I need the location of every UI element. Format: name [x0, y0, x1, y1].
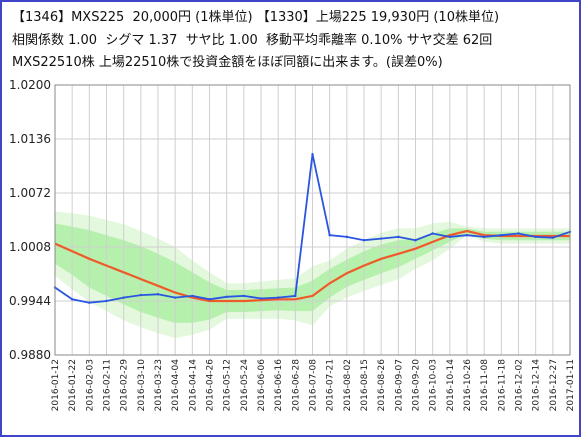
x-tick-label: 2016-09-07	[394, 359, 404, 411]
ratio-point	[379, 237, 383, 240]
ratio-point	[225, 295, 228, 298]
ratio-point	[362, 239, 366, 242]
x-tick-label: 2016-12-14	[532, 359, 542, 412]
x-tick-label: 2016-06-06	[257, 359, 267, 412]
x-tick-label: 2016-03-23	[154, 359, 164, 411]
x-tick-label: 2016-12-02	[515, 359, 525, 411]
y-tick-label: 1.0136	[9, 132, 51, 146]
x-tick-label: 2016-02-11	[103, 359, 113, 411]
x-tick-label: 2016-01-12	[51, 359, 61, 411]
ratio-point	[431, 232, 434, 235]
x-tick-label: 2016-08-26	[377, 359, 387, 412]
x-tick-label: 2016-05-12	[223, 359, 233, 411]
x-tick-label: 2016-04-14	[188, 359, 198, 412]
x-tick-label: 2016-12-27	[549, 359, 559, 411]
x-tick-label: 2016-04-26	[206, 359, 216, 412]
ratio-point	[259, 297, 263, 300]
x-tick-label: 2016-02-03	[85, 359, 95, 411]
y-tick-label: 1.0072	[9, 186, 51, 200]
x-tick-label: 2016-02-29	[120, 359, 130, 412]
moving-average-line	[54, 229, 570, 303]
ratio-point	[397, 235, 400, 239]
ratio-point	[328, 233, 331, 237]
x-tick-label: 2016-01-22	[68, 359, 78, 411]
ratio-point	[88, 301, 91, 304]
x-tick-label: 2017-01-11	[566, 359, 576, 411]
ratio-point	[448, 235, 452, 239]
y-tick-label: 0.9880	[9, 348, 51, 362]
ratio-point	[345, 235, 349, 239]
ratio-point	[311, 152, 314, 156]
x-tick-label: 2016-11-08	[480, 359, 490, 412]
note-line: MXS22510株 上場22510株で投資金額をほぼ同額に出来ます。(誤差0%)	[12, 55, 443, 70]
x-tick-label: 2016-06-28	[291, 359, 301, 412]
ratio-point	[276, 296, 280, 299]
x-tick-label: 2016-08-02	[343, 359, 353, 411]
ratio-point	[191, 294, 194, 298]
ratio-point	[208, 298, 211, 301]
plot-border	[54, 84, 571, 356]
pair-title: 【1346】MXS225 20,000円 (1株単位) 【1330】上場225 …	[12, 10, 500, 25]
ratio-point	[482, 235, 486, 239]
stats-line: 相関係数 1.00 シグマ 1.37 サヤ比 1.00 移動平均乖離率 0.10…	[12, 33, 493, 48]
ratio-point	[294, 294, 297, 298]
x-tick-label: 2016-06-16	[274, 359, 284, 412]
ratio-point	[173, 296, 177, 299]
x-tick-label: 2016-04-04	[171, 359, 181, 412]
sigma-band-inner	[55, 223, 570, 323]
x-tick-label: 2016-08-15	[360, 359, 370, 411]
ratio-point	[70, 298, 74, 301]
y-tick-label: 1.0008	[9, 240, 51, 254]
ratio-point	[242, 294, 246, 298]
ratio-point	[551, 236, 555, 239]
ratio-point	[414, 239, 417, 242]
ratio-point	[105, 299, 108, 303]
ratio-point	[139, 293, 143, 297]
ratio-point	[500, 233, 503, 237]
x-tick-label: 2016-10-26	[463, 359, 473, 412]
ratio-point	[517, 232, 520, 235]
ratio-point	[465, 233, 469, 237]
y-tick-label: 1.0200	[9, 78, 51, 92]
y-tick-label: 0.9944	[9, 294, 51, 308]
x-tick-label: 2016-10-14	[446, 359, 456, 412]
ratio-point	[122, 296, 125, 299]
x-tick-label: 2016-07-08	[309, 359, 319, 412]
x-tick-label: 2016-11-18	[497, 359, 507, 412]
x-tick-label: 2016-09-20	[412, 359, 422, 412]
x-tick-label: 2016-03-10	[137, 359, 147, 412]
x-tick-label: 2016-10-03	[429, 359, 439, 411]
ratio-point	[156, 293, 160, 296]
ratio-point	[534, 235, 537, 239]
x-tick-label: 2016-05-24	[240, 359, 250, 412]
x-tick-label: 2016-07-21	[326, 359, 336, 411]
